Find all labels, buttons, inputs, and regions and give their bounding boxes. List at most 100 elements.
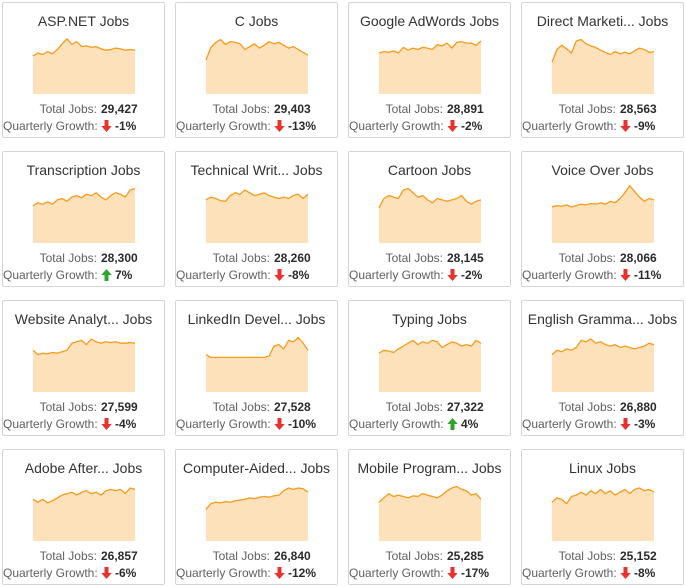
sparkline-area-chart	[32, 338, 135, 392]
job-stat-card[interactable]: Computer-Aided... Jobs Total Jobs: 26,84…	[175, 449, 338, 585]
card-title: Transcription Jobs	[26, 162, 141, 178]
total-jobs-label: Total Jobs:	[558, 250, 616, 265]
card-title: Mobile Program... Jobs	[357, 460, 502, 476]
quarterly-growth-label: Quarterly Growth:	[176, 118, 271, 133]
growth-down-arrow-icon	[101, 417, 112, 430]
quarterly-growth-row: Quarterly Growth: -8%	[522, 564, 683, 581]
card-title: Direct Marketi... Jobs	[536, 13, 669, 29]
growth-down-arrow-icon	[447, 119, 458, 132]
quarterly-growth-value: 7%	[115, 267, 133, 282]
job-stat-card[interactable]: Technical Writ... Jobs Total Jobs: 28,26…	[175, 151, 338, 287]
growth-down-arrow-icon	[274, 268, 285, 281]
quarterly-growth-value: -13%	[288, 118, 317, 133]
job-stat-card[interactable]: C Jobs Total Jobs: 29,403 Quarterly Grow…	[175, 2, 338, 138]
quarterly-growth-value: -1%	[115, 118, 137, 133]
sparkline-area-chart	[378, 485, 481, 541]
total-jobs-row: Total Jobs: 26,880	[522, 398, 683, 415]
card-stats: Total Jobs: 28,563 Quarterly Growth: -9%	[522, 100, 683, 134]
quarterly-growth-row: Quarterly Growth: -3%	[522, 415, 683, 432]
total-jobs-row: Total Jobs: 27,599	[3, 398, 164, 415]
quarterly-growth-value: -8%	[288, 267, 310, 282]
growth-down-arrow-icon	[274, 119, 285, 132]
job-stat-card[interactable]: Adobe After... Jobs Total Jobs: 26,857 Q…	[2, 449, 165, 585]
total-jobs-label: Total Jobs:	[385, 399, 443, 414]
total-jobs-label: Total Jobs:	[385, 548, 443, 563]
growth-up-arrow-icon	[101, 268, 112, 281]
total-jobs-value: 28,066	[620, 250, 657, 265]
job-stat-card[interactable]: Website Analyt... Jobs Total Jobs: 27,59…	[2, 300, 165, 436]
growth-down-arrow-icon	[274, 566, 285, 579]
quarterly-growth-row: Quarterly Growth: -17%	[349, 564, 510, 581]
growth-down-arrow-icon	[620, 268, 631, 281]
sparkline-area-chart	[32, 187, 135, 243]
total-jobs-row: Total Jobs: 28,891	[349, 100, 510, 117]
job-stat-card[interactable]: Direct Marketi... Jobs Total Jobs: 28,56…	[521, 2, 684, 138]
growth-up-arrow-icon	[447, 417, 458, 430]
quarterly-growth-label: Quarterly Growth:	[3, 416, 98, 431]
sparkline-area-chart	[205, 487, 308, 541]
card-title: Computer-Aided... Jobs	[182, 460, 331, 476]
card-title: Adobe After... Jobs	[24, 460, 143, 476]
job-stat-card[interactable]: LinkedIn Devel... Jobs Total Jobs: 27,52…	[175, 300, 338, 436]
total-jobs-value: 28,145	[447, 250, 484, 265]
total-jobs-row: Total Jobs: 27,322	[349, 398, 510, 415]
card-stats: Total Jobs: 26,857 Quarterly Growth: -6%	[3, 547, 164, 581]
card-title: ASP.NET Jobs	[37, 13, 130, 29]
job-stat-card[interactable]: ASP.NET Jobs Total Jobs: 29,427 Quarterl…	[2, 2, 165, 138]
quarterly-growth-label: Quarterly Growth:	[3, 267, 98, 282]
job-stat-card[interactable]: Mobile Program... Jobs Total Jobs: 25,28…	[348, 449, 511, 585]
growth-down-arrow-icon	[620, 119, 631, 132]
growth-down-arrow-icon	[274, 417, 285, 430]
job-stat-card[interactable]: English Gramma... Jobs Total Jobs: 26,88…	[521, 300, 684, 436]
quarterly-growth-row: Quarterly Growth: -8%	[176, 266, 337, 283]
quarterly-growth-row: Quarterly Growth: -2%	[349, 117, 510, 134]
total-jobs-row: Total Jobs: 28,260	[176, 249, 337, 266]
total-jobs-value: 29,427	[101, 101, 138, 116]
growth-down-arrow-icon	[620, 417, 631, 430]
card-stats: Total Jobs: 28,145 Quarterly Growth: -2%	[349, 249, 510, 283]
sparkline-area-chart	[32, 38, 135, 94]
sparkline-area-chart	[551, 338, 654, 392]
total-jobs-value: 28,563	[620, 101, 657, 116]
quarterly-growth-label: Quarterly Growth:	[349, 267, 444, 282]
sparkline-area-chart	[204, 38, 308, 94]
sparkline-area-chart	[551, 487, 654, 541]
quarterly-growth-row: Quarterly Growth: 4%	[349, 415, 510, 432]
sparkline-area-chart	[551, 185, 654, 243]
quarterly-growth-value: -4%	[115, 416, 137, 431]
growth-down-arrow-icon	[447, 566, 458, 579]
total-jobs-label: Total Jobs:	[558, 548, 616, 563]
quarterly-growth-label: Quarterly Growth:	[522, 565, 617, 580]
card-stats: Total Jobs: 27,322 Quarterly Growth: 4%	[349, 398, 510, 432]
total-jobs-value: 28,891	[447, 101, 484, 116]
job-stat-card[interactable]: Linux Jobs Total Jobs: 25,152 Quarterly …	[521, 449, 684, 585]
growth-down-arrow-icon	[620, 566, 631, 579]
total-jobs-value: 26,880	[620, 399, 657, 414]
total-jobs-label: Total Jobs:	[385, 250, 443, 265]
job-stat-card[interactable]: Google AdWords Jobs Total Jobs: 28,891 Q…	[348, 2, 511, 138]
quarterly-growth-value: -10%	[288, 416, 317, 431]
card-stats: Total Jobs: 27,528 Quarterly Growth: -10…	[176, 398, 337, 432]
quarterly-growth-row: Quarterly Growth: -4%	[3, 415, 164, 432]
card-title: Voice Over Jobs	[551, 162, 654, 178]
job-stat-card[interactable]: Cartoon Jobs Total Jobs: 28,145 Quarterl…	[348, 151, 511, 287]
job-stat-card[interactable]: Voice Over Jobs Total Jobs: 28,066 Quart…	[521, 151, 684, 287]
total-jobs-row: Total Jobs: 27,528	[176, 398, 337, 415]
total-jobs-row: Total Jobs: 28,066	[522, 249, 683, 266]
total-jobs-value: 27,322	[447, 399, 484, 414]
quarterly-growth-label: Quarterly Growth:	[176, 416, 271, 431]
quarterly-growth-value: -3%	[634, 416, 656, 431]
quarterly-growth-label: Quarterly Growth:	[522, 267, 617, 282]
card-stats: Total Jobs: 27,599 Quarterly Growth: -4%	[3, 398, 164, 432]
total-jobs-row: Total Jobs: 25,152	[522, 547, 683, 564]
growth-down-arrow-icon	[101, 566, 112, 579]
job-stat-card[interactable]: Transcription Jobs Total Jobs: 28,300 Qu…	[2, 151, 165, 287]
quarterly-growth-row: Quarterly Growth: -9%	[522, 117, 683, 134]
total-jobs-label: Total Jobs:	[39, 548, 97, 563]
total-jobs-row: Total Jobs: 25,285	[349, 547, 510, 564]
quarterly-growth-value: -9%	[634, 118, 656, 133]
job-stat-card[interactable]: Typing Jobs Total Jobs: 27,322 Quarterly…	[348, 300, 511, 436]
total-jobs-label: Total Jobs:	[212, 399, 270, 414]
quarterly-growth-row: Quarterly Growth: -2%	[349, 266, 510, 283]
